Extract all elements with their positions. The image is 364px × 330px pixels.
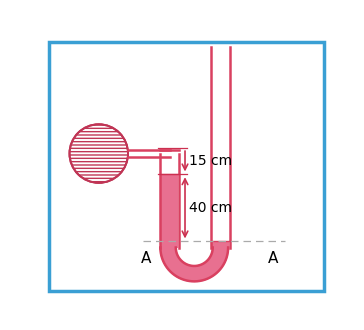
Text: 15 cm: 15 cm — [189, 154, 232, 168]
Circle shape — [70, 124, 128, 183]
Text: A: A — [268, 251, 279, 266]
Bar — [212, 241, 229, 248]
Bar — [161, 174, 178, 248]
Text: 40 cm: 40 cm — [189, 201, 232, 215]
Polygon shape — [161, 248, 228, 281]
Text: A: A — [141, 251, 152, 266]
